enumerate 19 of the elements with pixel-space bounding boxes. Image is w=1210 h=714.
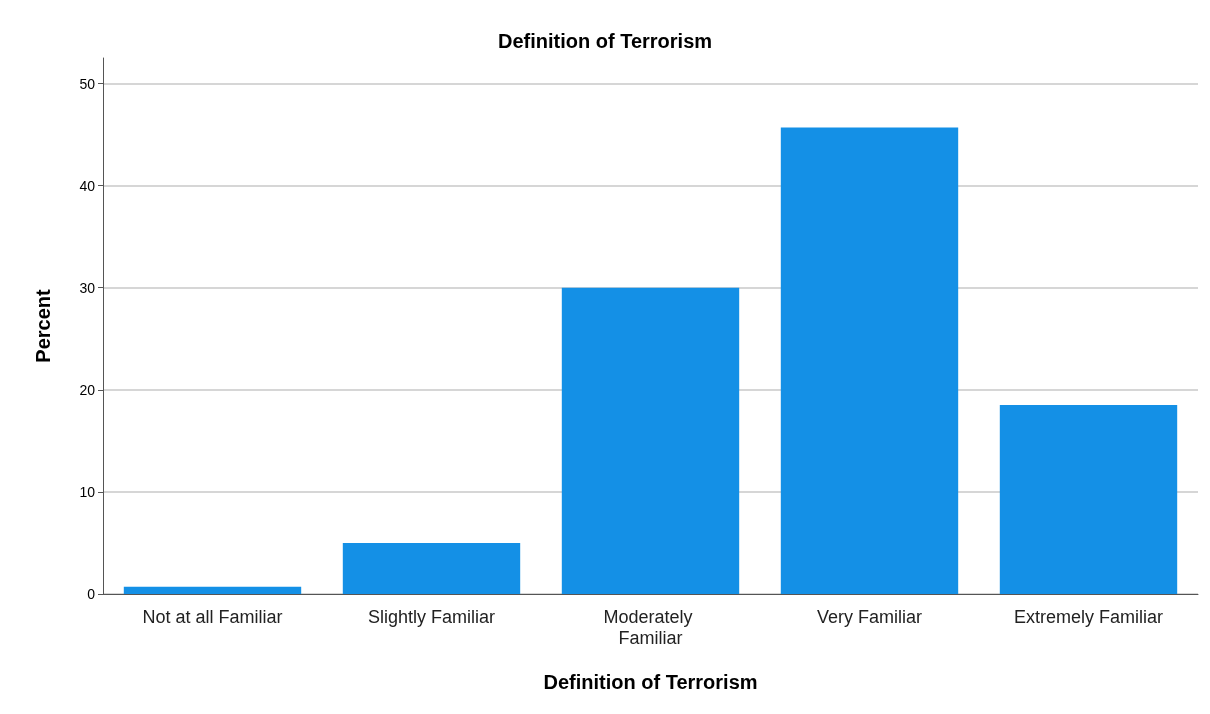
x-tick-label: Moderately Familiar: [603, 606, 698, 648]
x-tick-label: Very Familiar: [816, 606, 923, 627]
bar: [561, 287, 740, 594]
y-tick-label: 50: [79, 75, 96, 92]
y-tick-label: 0: [87, 586, 96, 602]
bar: [123, 586, 302, 594]
y-tick-label: 30: [79, 279, 96, 296]
x-tick-label: Extremely Familiar: [1013, 606, 1164, 627]
bar: [780, 127, 959, 594]
y-axis-title: Percent: [32, 288, 54, 363]
x-tick-label: Not at all Familiar: [142, 606, 283, 627]
x-axis-title: Definition of Terrorism: [543, 671, 758, 693]
bar: [999, 405, 1178, 594]
y-tick-label: 10: [79, 483, 96, 500]
chart-title: Definition of Terrorism: [497, 30, 713, 52]
x-tick-label: Slightly Familiar: [367, 606, 496, 627]
y-tick-label: 20: [79, 381, 96, 398]
bar: [342, 542, 521, 594]
y-tick-label: 40: [79, 177, 96, 194]
